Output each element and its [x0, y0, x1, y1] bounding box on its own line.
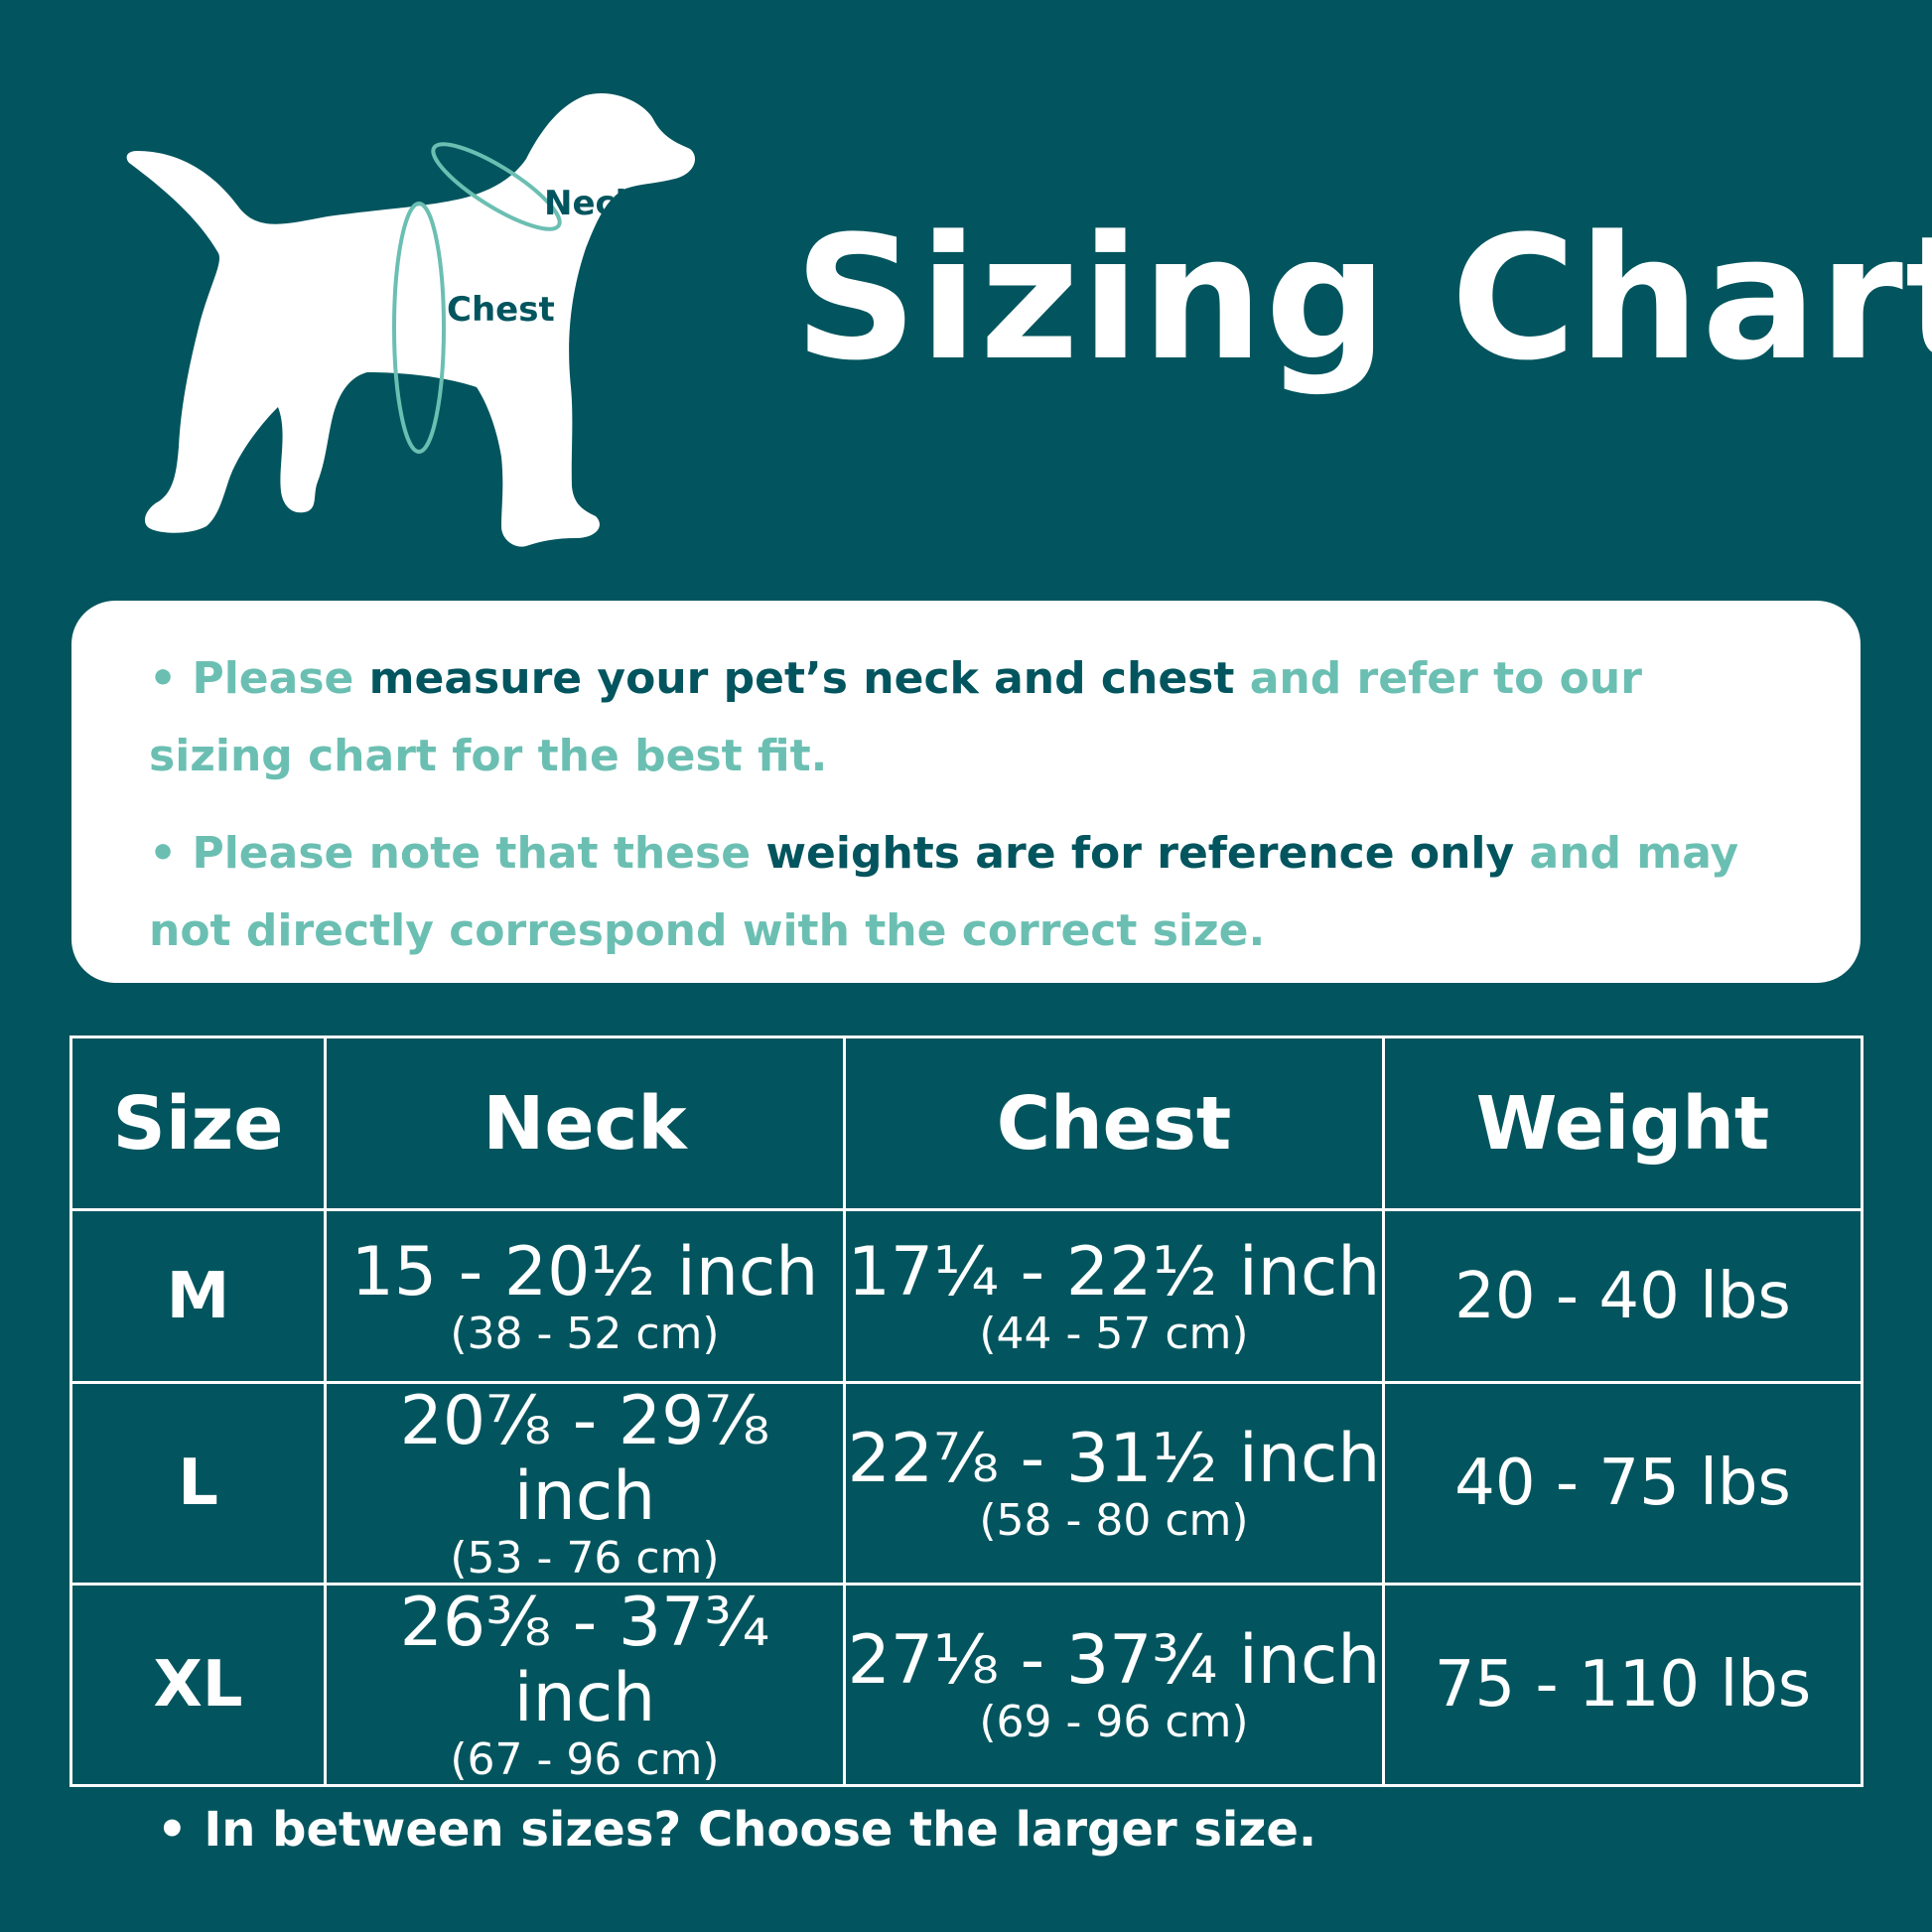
size-cell: L [69, 1381, 327, 1586]
header-size: Size [69, 1035, 327, 1211]
size-cell: M [69, 1208, 327, 1384]
chest-label: Chest [447, 290, 555, 330]
note-measure: • Please measure your pet’s neck and che… [149, 640, 1791, 795]
weight-cell: 40 - 75 lbs [1382, 1381, 1863, 1586]
note-emphasis: measure your pet’s neck and chest [368, 653, 1235, 704]
neck-cm: (38 - 52 cm) [450, 1308, 720, 1359]
chest-inch: 17¼ - 22½ inch [847, 1232, 1381, 1311]
neck-cell: 20⅞ - 29⅞ inch (53 - 76 cm) [324, 1381, 846, 1586]
chest-inch: 22⅞ - 31½ inch [847, 1420, 1381, 1498]
header-neck: Neck [324, 1035, 846, 1211]
table-row: M 15 - 20½ inch (38 - 52 cm) 17¼ - 22½ i… [69, 1208, 1863, 1384]
neck-cell: 15 - 20½ inch (38 - 52 cm) [324, 1208, 846, 1384]
note-text: Please [192, 653, 369, 704]
neck-inch: 26⅜ - 37¾ inch [399, 1584, 770, 1737]
sizing-table: Size Neck Chest Weight M 15 - 20½ inch (… [69, 1035, 1863, 1787]
instructions-box: • Please measure your pet’s neck and che… [71, 601, 1861, 983]
header-chest: Chest [843, 1035, 1385, 1211]
dog-silhouette-icon [126, 92, 695, 547]
neck-cm: (67 - 96 cm) [450, 1734, 720, 1785]
neck-cell: 26⅜ - 37¾ inch (67 - 96 cm) [324, 1583, 846, 1787]
dog-illustration: Neck Chest [119, 89, 755, 586]
table-row: XL 26⅜ - 37¾ inch (67 - 96 cm) 27⅛ - 37¾… [69, 1583, 1863, 1787]
size-cell: XL [69, 1583, 327, 1787]
chest-cell: 22⅞ - 31½ inch (58 - 80 cm) [843, 1381, 1385, 1586]
neck-label: Neck [544, 184, 638, 223]
chest-cm: (69 - 96 cm) [979, 1697, 1249, 1747]
table-row: L 20⅞ - 29⅞ inch (53 - 76 cm) 22⅞ - 31½ … [69, 1381, 1863, 1586]
page-title: Sizing Chart [794, 199, 1932, 398]
chest-cm: (44 - 57 cm) [979, 1308, 1249, 1359]
bullet: • [149, 828, 193, 879]
note-emphasis: weights are for reference only [765, 828, 1515, 879]
chest-cell: 27⅛ - 37¾ inch (69 - 96 cm) [843, 1583, 1385, 1787]
weight-cell: 75 - 110 lbs [1382, 1583, 1863, 1787]
footer-note: • In between sizes? Choose the larger si… [157, 1802, 1317, 1858]
note-text: Please note that these [192, 828, 766, 879]
chest-cell: 17¼ - 22½ inch (44 - 57 cm) [843, 1208, 1385, 1384]
chest-cm: (58 - 80 cm) [979, 1495, 1249, 1546]
table-header-row: Size Neck Chest Weight [69, 1035, 1863, 1211]
neck-inch: 15 - 20½ inch [350, 1232, 819, 1311]
bullet: • [149, 653, 193, 704]
note-text: and may not directly correspond with the… [149, 828, 1739, 956]
chest-inch: 27⅛ - 37¾ inch [847, 1621, 1381, 1700]
note-weights: • Please note that these weights are for… [149, 815, 1791, 970]
weight-cell: 20 - 40 lbs [1382, 1208, 1863, 1384]
neck-inch: 20⅞ - 29⅞ inch [399, 1382, 770, 1536]
neck-cm: (53 - 76 cm) [450, 1533, 720, 1584]
note-text: and refer to our sizing chart for the be… [149, 653, 1642, 781]
header-weight: Weight [1382, 1035, 1863, 1211]
